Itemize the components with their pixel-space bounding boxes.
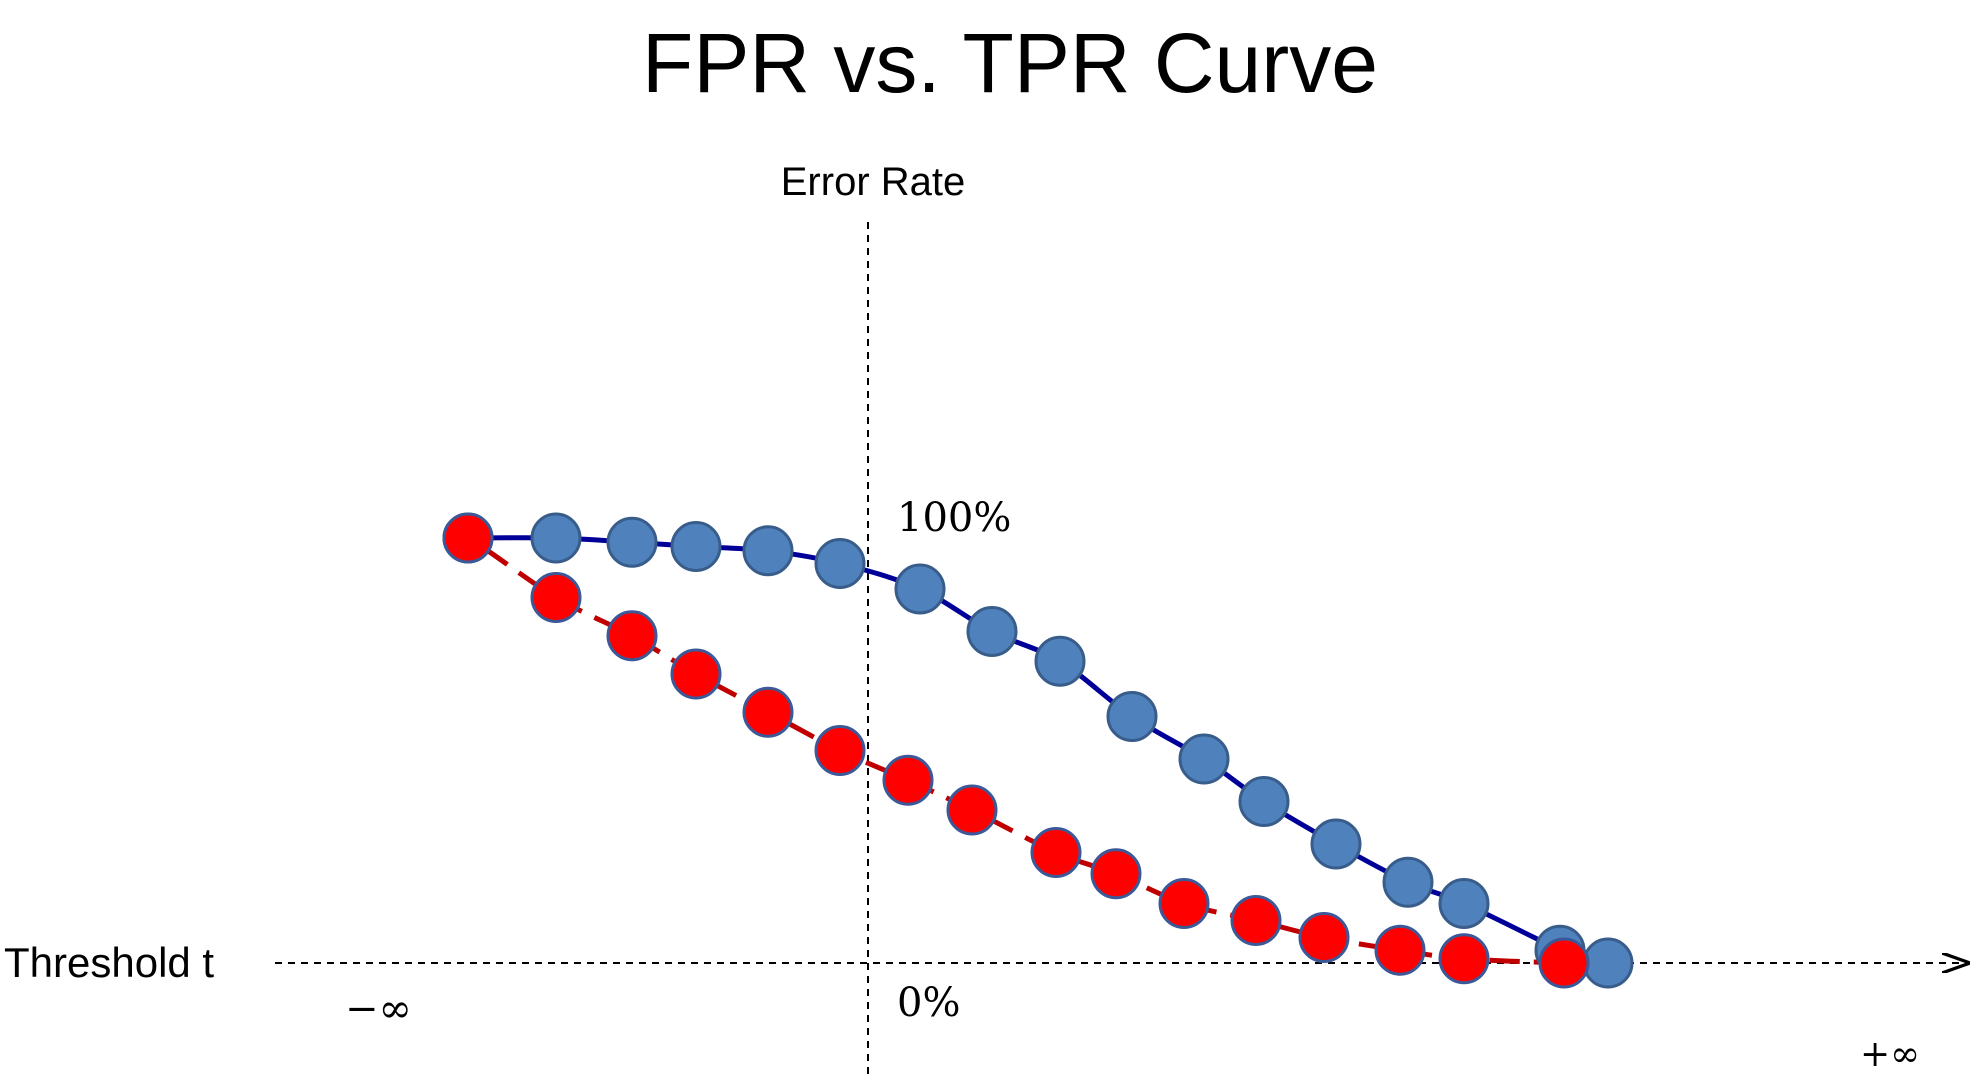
red-point-8 bbox=[946, 784, 998, 836]
y-axis-label: Error Rate bbox=[781, 160, 966, 204]
red-point-13 bbox=[1298, 912, 1350, 963]
red-point-11 bbox=[1158, 878, 1210, 929]
blue-point-3 bbox=[606, 516, 658, 568]
blue-point-5 bbox=[742, 525, 794, 577]
series-red-markers bbox=[442, 512, 1590, 989]
red-point-3 bbox=[606, 610, 658, 662]
y-tick-0: 0% bbox=[897, 980, 960, 1026]
red-point-7 bbox=[882, 754, 934, 806]
red-point-2 bbox=[530, 572, 582, 623]
y-tick-100: 100% bbox=[897, 495, 1011, 541]
x-max-label: +∞ bbox=[1860, 1034, 1920, 1075]
blue-point-10 bbox=[1106, 691, 1158, 742]
blue-point-15 bbox=[1438, 878, 1490, 929]
red-point-12 bbox=[1230, 895, 1282, 946]
blue-point-17 bbox=[1582, 937, 1634, 989]
red-point-16 bbox=[1538, 937, 1590, 989]
blue-point-12 bbox=[1238, 776, 1290, 827]
blue-point-7 bbox=[894, 563, 946, 615]
blue-point-8 bbox=[966, 606, 1018, 657]
blue-point-9 bbox=[1034, 635, 1086, 687]
blue-point-4 bbox=[670, 521, 722, 572]
blue-point-13 bbox=[1310, 818, 1362, 870]
red-point-1 bbox=[442, 512, 494, 564]
red-point-10 bbox=[1090, 848, 1142, 900]
red-point-15 bbox=[1438, 933, 1490, 985]
blue-point-11 bbox=[1178, 733, 1230, 785]
x-axis-label: Threshold t bbox=[4, 939, 214, 986]
blue-point-2 bbox=[530, 512, 582, 564]
red-point-6 bbox=[814, 725, 866, 776]
red-point-14 bbox=[1374, 924, 1426, 976]
blue-point-14 bbox=[1382, 856, 1434, 908]
red-point-5 bbox=[742, 686, 794, 738]
x-min-label: −∞ bbox=[345, 986, 412, 1032]
red-point-4 bbox=[670, 648, 722, 700]
series-blue-markers bbox=[442, 512, 1634, 989]
chart-title: FPR vs. TPR Curve bbox=[642, 16, 1378, 110]
blue-point-6 bbox=[814, 538, 866, 589]
red-point-9 bbox=[1030, 827, 1082, 878]
